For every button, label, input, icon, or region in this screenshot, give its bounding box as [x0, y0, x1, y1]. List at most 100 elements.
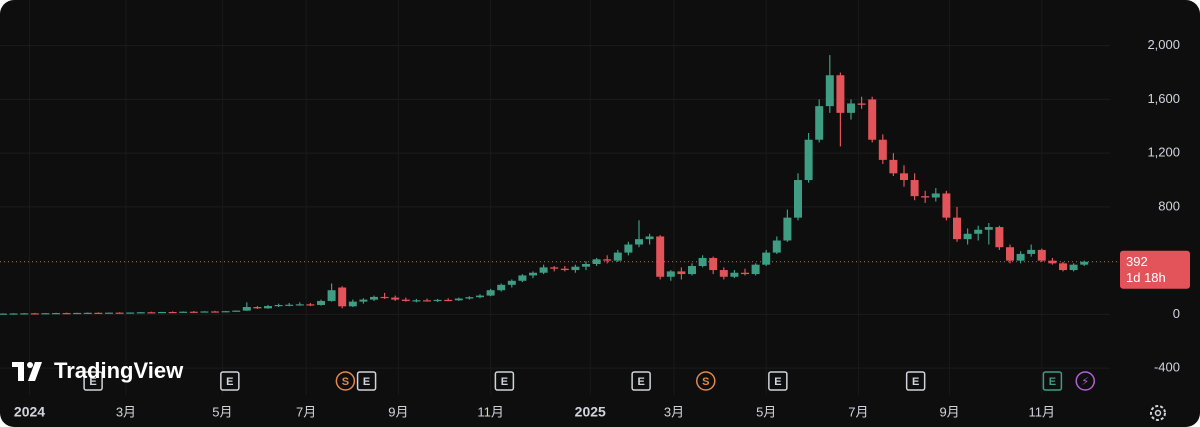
candle-body — [984, 227, 993, 230]
candle-body — [476, 295, 484, 298]
x-tick-label: 3月 — [116, 404, 136, 419]
candle-body — [1080, 261, 1089, 265]
event-label: E — [1049, 376, 1056, 388]
event-label: E — [912, 376, 919, 388]
event-marker — [83, 371, 103, 391]
event-marker — [631, 371, 651, 391]
candle-body — [910, 180, 919, 197]
x-tick-label: 3月 — [664, 404, 684, 419]
candle-body — [285, 304, 294, 306]
candle-body — [730, 272, 739, 277]
candle-body — [529, 272, 537, 276]
x-tick-label: 7月 — [848, 404, 868, 419]
candle-body — [900, 173, 908, 181]
event-marker — [1042, 371, 1063, 391]
y-tick-label: 2,000 — [1147, 37, 1180, 52]
settings-icon[interactable] — [1150, 405, 1166, 421]
candle-body — [772, 240, 781, 253]
candle-body — [1059, 263, 1067, 271]
candle-body — [0, 313, 7, 315]
candle-body — [878, 139, 887, 160]
price-tag — [1120, 250, 1190, 289]
candle-body — [507, 280, 516, 285]
price-tag-countdown: 1d 18h — [1126, 270, 1166, 285]
x-tick-label: 2024 — [14, 404, 45, 420]
price-tag-value: 392 — [1126, 254, 1148, 269]
candle-body — [613, 252, 622, 261]
candle-body — [200, 311, 209, 313]
candle-body — [370, 296, 378, 300]
candle-body — [105, 312, 113, 314]
candle-body — [211, 311, 219, 313]
x-tick-label: 9月 — [388, 404, 408, 419]
candle-body — [645, 236, 654, 240]
candle-body — [688, 266, 696, 275]
candle-body — [762, 252, 771, 265]
candle-body — [158, 311, 166, 314]
candle-body — [380, 296, 389, 299]
candle-body — [868, 99, 877, 140]
candle-body — [465, 297, 474, 299]
candle-body — [391, 297, 400, 300]
candle-body — [401, 299, 410, 301]
y-tick-label: -400 — [1154, 360, 1180, 375]
y-tick-label: 800 — [1158, 198, 1180, 213]
event-marker — [1075, 371, 1096, 391]
candle-body — [295, 304, 304, 306]
candle-body — [635, 239, 643, 245]
candle-body — [698, 257, 707, 267]
candle-body — [931, 193, 940, 198]
candle-body — [433, 299, 442, 302]
x-tick-label: 11月 — [1029, 404, 1056, 419]
candle-body — [592, 259, 601, 265]
candle-body — [550, 267, 559, 269]
candle-body — [115, 312, 124, 314]
candle-body — [94, 312, 103, 314]
candle-body — [497, 284, 506, 291]
event-label: E — [89, 376, 96, 388]
event-marker — [494, 371, 515, 391]
event-label: E — [363, 376, 370, 388]
candle-body — [327, 290, 336, 301]
candle-body — [677, 271, 686, 275]
candle-body — [1048, 260, 1057, 264]
candle-body — [836, 75, 845, 113]
y-tick-label: 0 — [1173, 306, 1180, 321]
candle-body — [571, 266, 580, 271]
x-tick-label: 7月 — [296, 404, 316, 419]
candle-body — [518, 275, 527, 281]
candle-body — [709, 257, 718, 271]
event-marker — [220, 371, 240, 391]
candle-body — [73, 312, 82, 315]
candle-body — [306, 304, 315, 306]
gear[interactable] — [1150, 405, 1166, 421]
candle-body — [348, 301, 357, 307]
candle-body — [889, 159, 898, 174]
candle-body — [624, 244, 633, 253]
event-label: E — [226, 376, 233, 388]
candle-body — [20, 313, 29, 315]
event-marker — [905, 371, 926, 391]
candle-body — [963, 233, 972, 240]
event-label: E — [637, 376, 644, 388]
gear-center[interactable] — [1154, 409, 1162, 417]
candle-body — [847, 103, 855, 113]
candle-body — [1006, 247, 1014, 261]
event-label: S — [702, 376, 709, 388]
candle-body — [147, 312, 156, 314]
candle-body — [359, 299, 368, 302]
candle-body — [942, 193, 951, 218]
candle-body — [539, 267, 548, 273]
candle-body — [444, 299, 453, 302]
event-marker — [356, 371, 377, 391]
candle-body — [274, 304, 283, 307]
candle-body — [656, 236, 665, 277]
event-label: ⚡ — [1081, 376, 1089, 388]
candle-body — [783, 217, 792, 241]
candle-body — [741, 272, 749, 275]
candle-body — [242, 306, 251, 311]
candle-body — [1069, 264, 1078, 271]
event-marker — [335, 371, 356, 391]
